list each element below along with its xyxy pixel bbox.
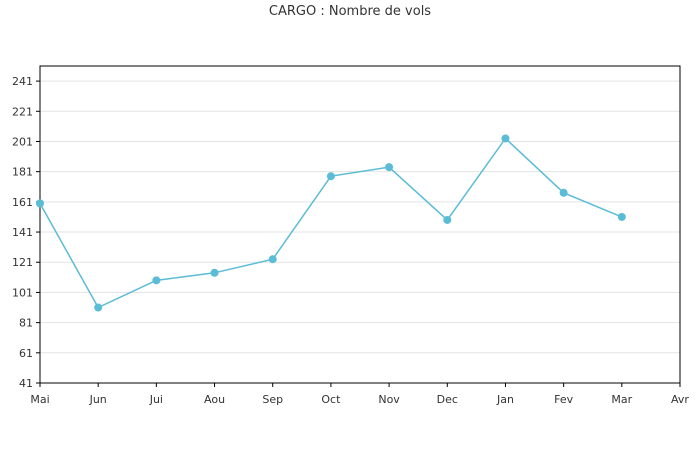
- x-tick-label: Dec: [437, 393, 458, 406]
- x-tick-label: Jan: [496, 393, 514, 406]
- plot-area: [39, 65, 681, 384]
- y-tick-label: 141: [12, 226, 33, 239]
- x-tick-label: Avr: [671, 393, 689, 406]
- y-tick-label: 101: [12, 286, 33, 299]
- data-point: [210, 268, 219, 277]
- x-axis: Mai Jun Jui Aou Sep Oct Nov Dec Jan Fev Mar Avr: [30, 383, 689, 406]
- x-tick-label: Mai: [30, 393, 49, 406]
- x-tick-label: Jui: [149, 393, 163, 406]
- y-tick-label: 241: [12, 75, 33, 88]
- y-tick-label: 221: [12, 105, 33, 118]
- x-tick-label: Nov: [378, 393, 400, 406]
- y-axis: 41 61 81 101 121 141 161 181 201 221 241: [12, 75, 40, 390]
- x-tick-label: Mar: [611, 393, 632, 406]
- data-point: [326, 172, 335, 181]
- data-point: [152, 276, 161, 285]
- data-point: [385, 163, 394, 172]
- y-tick-label: 181: [12, 166, 33, 179]
- y-tick-label: 81: [19, 317, 33, 330]
- data-point: [94, 303, 103, 312]
- data-point: [268, 255, 277, 264]
- x-tick-label: Aou: [204, 393, 225, 406]
- grid-lines: [40, 80, 680, 354]
- data-point: [617, 212, 626, 221]
- data-point: [36, 199, 44, 208]
- data-point: [501, 134, 510, 143]
- chart-title: CARGO : Nombre de vols: [268, 4, 432, 19]
- x-tick-label: Sep: [262, 393, 283, 406]
- y-tick-label: 161: [12, 196, 33, 209]
- series-layer: [36, 134, 626, 312]
- x-tick-label: Oct: [321, 393, 341, 406]
- series-line: [39, 137, 623, 309]
- x-tick-label: Fev: [554, 393, 573, 406]
- data-point: [559, 188, 568, 197]
- data-point: [443, 215, 452, 224]
- x-tick-label: Jun: [89, 393, 107, 406]
- y-tick-label: 41: [19, 377, 33, 390]
- y-tick-label: 61: [19, 347, 33, 360]
- y-tick-label: 121: [12, 256, 33, 269]
- y-tick-label: 201: [12, 135, 33, 148]
